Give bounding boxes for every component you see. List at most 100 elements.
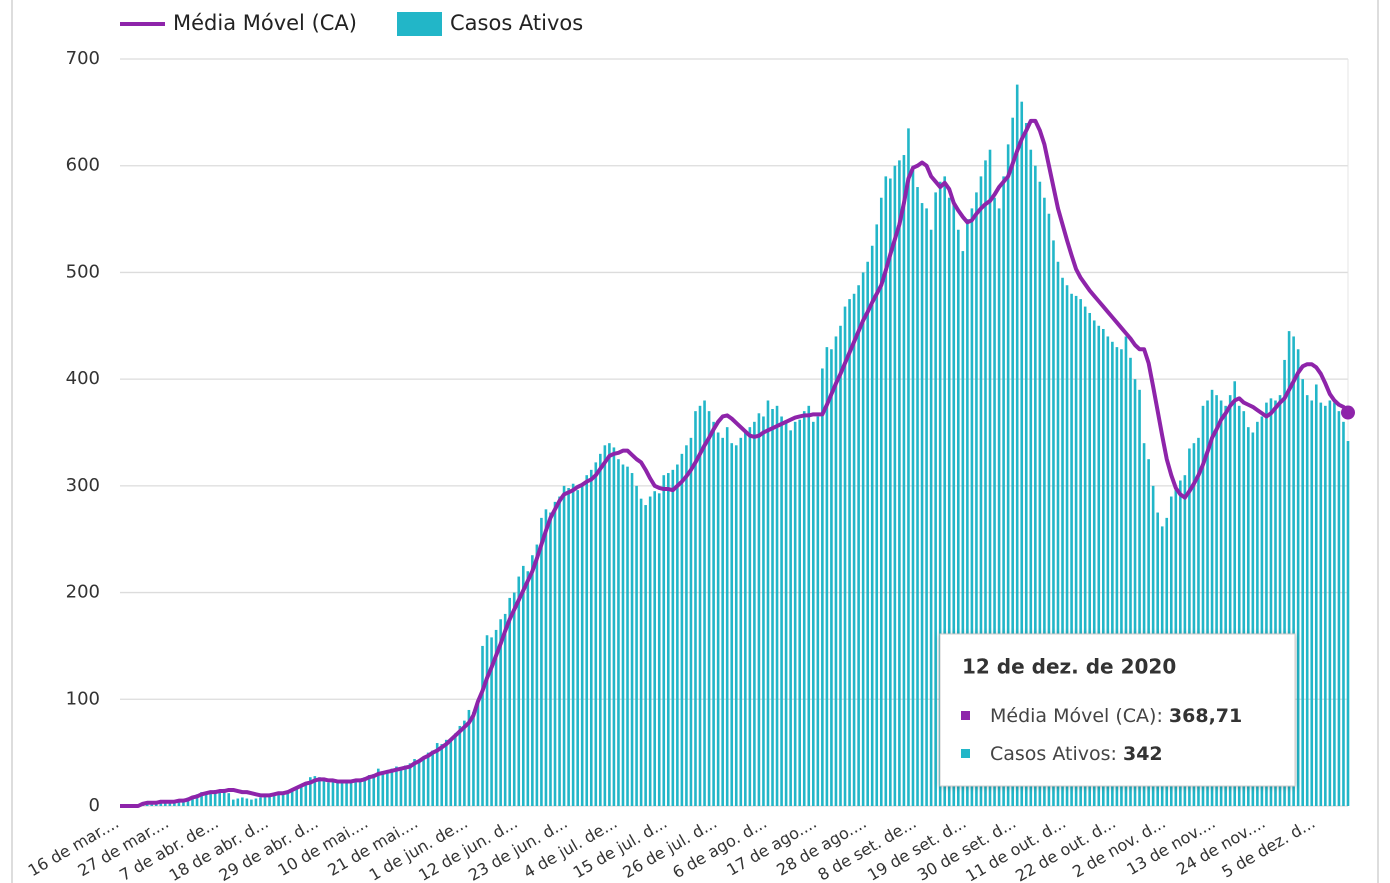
y-tick-label: 500 — [66, 261, 100, 282]
bar — [907, 128, 910, 807]
tooltip-label: Casos Ativos: — [990, 743, 1117, 765]
bar — [780, 416, 783, 806]
bar — [744, 432, 747, 806]
bar — [413, 759, 416, 806]
bar — [680, 453, 684, 806]
bar — [336, 780, 339, 806]
bar — [331, 781, 335, 806]
bar — [1278, 395, 1282, 806]
bar — [1219, 400, 1223, 806]
bar — [1324, 405, 1327, 806]
bar — [1274, 400, 1277, 806]
bar — [1260, 416, 1264, 806]
bar — [1265, 402, 1268, 806]
bar — [748, 427, 752, 806]
bar — [1224, 405, 1227, 806]
bar — [753, 421, 756, 806]
bar — [1133, 379, 1137, 806]
bars — [136, 84, 1350, 807]
bar — [698, 405, 702, 806]
bar — [589, 469, 593, 806]
tooltip-value: 342 — [1123, 743, 1163, 765]
bar — [979, 176, 983, 806]
bar — [821, 368, 824, 806]
bar — [1079, 299, 1082, 806]
bar — [639, 498, 643, 806]
lines — [120, 118, 1355, 808]
bar — [802, 411, 806, 806]
bar — [1024, 123, 1028, 807]
bar — [182, 799, 185, 806]
bar — [454, 733, 457, 806]
bar — [281, 793, 285, 806]
bar — [1242, 411, 1246, 806]
bar — [952, 203, 956, 807]
bar — [1065, 285, 1069, 807]
bar — [417, 760, 421, 806]
bar — [975, 192, 978, 807]
bar — [852, 293, 856, 806]
bar — [712, 421, 715, 806]
bar — [526, 571, 530, 806]
bar — [313, 776, 317, 806]
bar — [1052, 240, 1055, 806]
bar — [685, 445, 688, 806]
bar — [1251, 432, 1255, 806]
bar — [644, 505, 647, 806]
bar — [707, 411, 711, 806]
tooltip-item: Casos Ativos: 342 — [990, 743, 1163, 765]
bar — [1301, 379, 1304, 806]
bar — [1192, 443, 1196, 806]
tooltip-value: 368,71 — [1169, 705, 1242, 727]
bar — [467, 709, 471, 806]
bar — [825, 347, 829, 806]
bar — [241, 797, 244, 806]
bar — [870, 245, 874, 806]
bar — [1034, 165, 1037, 806]
bar — [811, 421, 815, 806]
bar — [1074, 295, 1078, 806]
bar — [1124, 336, 1128, 806]
bar — [938, 181, 942, 806]
bar — [236, 798, 240, 806]
bar — [1310, 400, 1314, 806]
bar — [626, 466, 629, 806]
bar — [304, 783, 308, 806]
bar — [1346, 441, 1350, 806]
bar — [531, 555, 534, 806]
moving-average-line — [120, 118, 1350, 808]
bar — [431, 750, 434, 806]
bar — [259, 797, 262, 806]
bar — [957, 229, 960, 806]
bar — [345, 782, 348, 806]
bar — [1043, 197, 1046, 806]
bar — [508, 597, 511, 806]
bar — [490, 637, 493, 806]
bar — [295, 786, 299, 806]
bar — [449, 738, 453, 806]
bar — [404, 765, 407, 806]
y-tick-label: 0 — [89, 795, 100, 816]
legend-label: Casos Ativos — [450, 11, 583, 35]
bar — [898, 160, 901, 807]
bar — [186, 797, 190, 806]
y-tick-label: 100 — [66, 688, 100, 709]
bar — [1111, 341, 1114, 806]
bar — [177, 800, 181, 806]
bar — [635, 485, 638, 806]
bar — [1097, 325, 1101, 806]
bar — [947, 197, 951, 806]
bar — [318, 777, 321, 806]
bar — [1215, 395, 1218, 806]
bar — [1314, 384, 1318, 806]
legend-label: Média Móvel (CA) — [173, 11, 357, 35]
bar — [1047, 213, 1051, 806]
bar — [381, 771, 385, 806]
bar — [966, 219, 969, 807]
bar — [218, 791, 221, 806]
bar — [191, 796, 194, 806]
bar — [1011, 117, 1014, 806]
bar — [327, 782, 330, 806]
bar — [195, 794, 199, 806]
bar — [1020, 101, 1024, 806]
